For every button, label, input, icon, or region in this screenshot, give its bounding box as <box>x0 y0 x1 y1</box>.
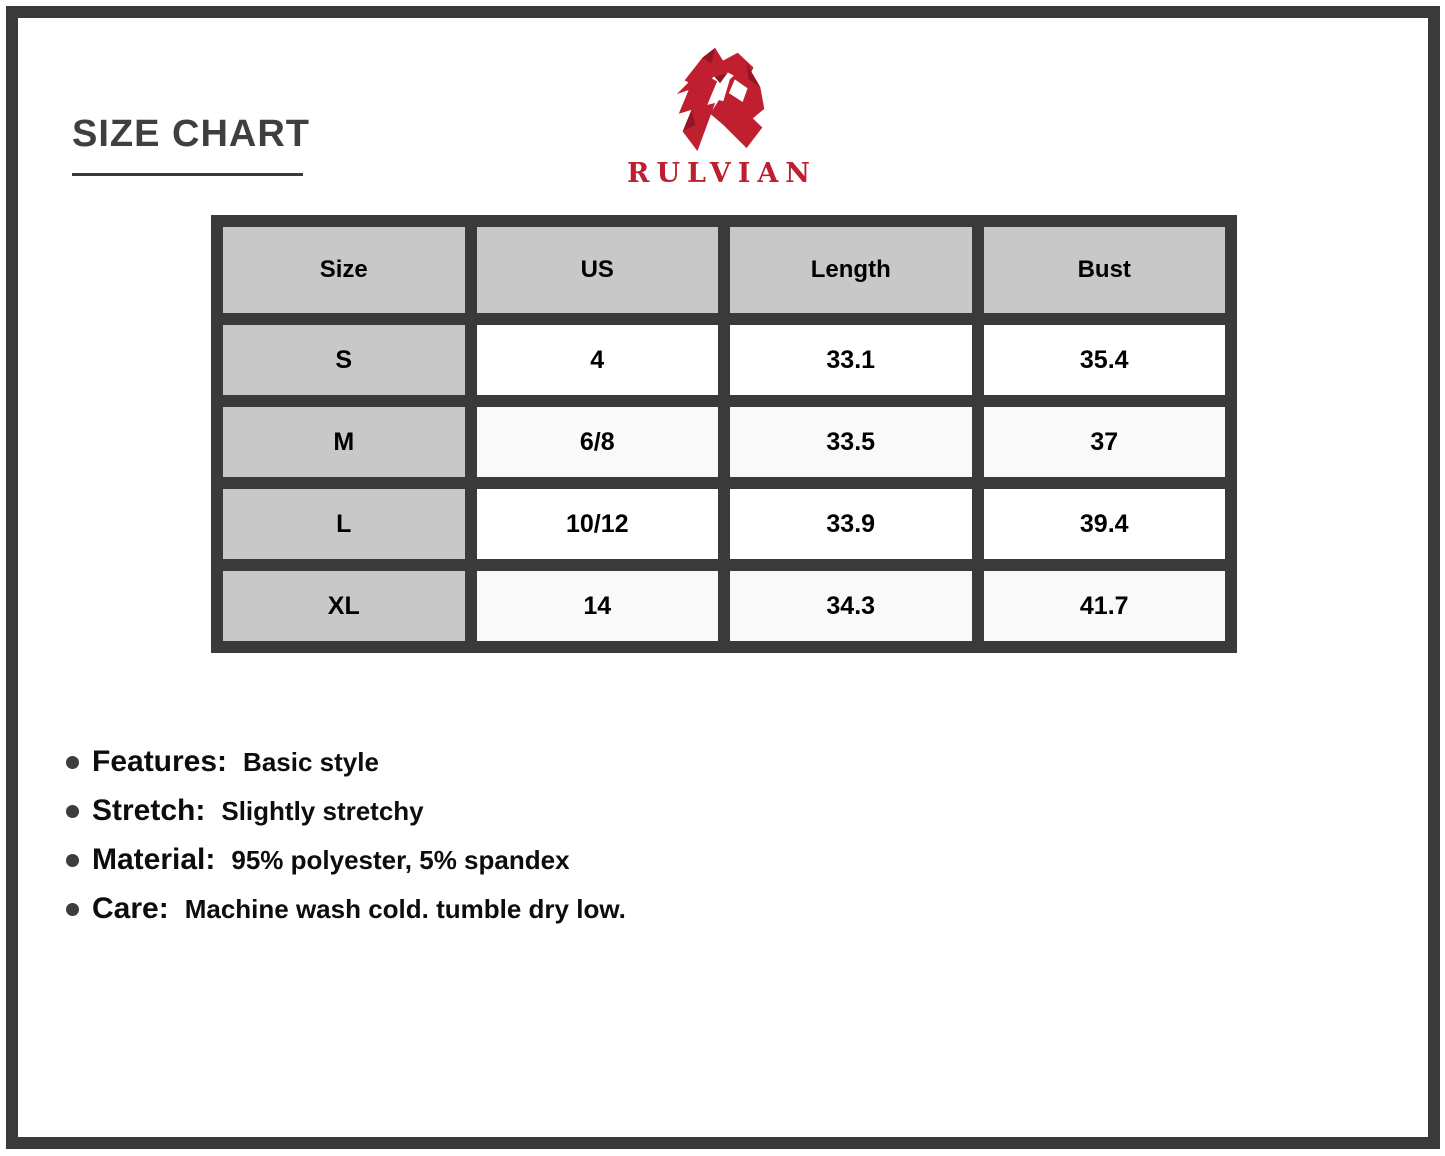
detail-value: Slightly stretchy <box>221 795 424 826</box>
cell-bust: 35.4 <box>971 313 1237 407</box>
cell-us: 14 <box>464 559 730 653</box>
column-header-length: Length <box>718 215 984 325</box>
row-label-m: M <box>211 395 477 489</box>
detail-label: Material: <box>92 843 216 876</box>
table-row: S 4 33.1 35.4 <box>211 313 1237 407</box>
table-row: XL 14 34.3 41.7 <box>211 559 1237 653</box>
table-row: L 10/12 33.9 39.4 <box>211 477 1237 571</box>
cell-length: 33.1 <box>718 313 984 407</box>
detail-value: Machine wash cold. tumble dry low. <box>184 893 626 924</box>
detail-label: Stretch: <box>92 794 206 827</box>
bullet-icon <box>66 902 79 916</box>
cell-length: 34.3 <box>718 559 984 653</box>
brand-logo: RULVIAN <box>572 44 872 189</box>
cell-bust: 39.4 <box>971 477 1237 571</box>
row-label-l: L <box>211 477 477 571</box>
title-underline <box>72 172 303 176</box>
cell-length: 33.5 <box>718 395 984 489</box>
detail-value: 95% polyester, 5% spandex <box>231 844 570 875</box>
cell-bust: 41.7 <box>971 559 1237 653</box>
list-item: Features: Basic style <box>66 745 626 779</box>
cell-us: 6/8 <box>464 395 730 489</box>
brand-wordmark: RULVIAN <box>627 158 817 189</box>
column-header-bust: Bust <box>971 215 1237 325</box>
rulvian-r-logo-icon <box>676 47 765 152</box>
cell-us: 4 <box>464 313 730 407</box>
bullet-icon <box>66 755 79 769</box>
column-header-us: US <box>464 215 730 325</box>
detail-label: Features: <box>92 745 228 778</box>
list-item: Stretch: Slightly stretchy <box>66 794 626 828</box>
table-row: M 6/8 33.5 37 <box>211 395 1237 489</box>
size-chart-table: Size US Length Bust S 4 33.1 35.4 M 6/8 … <box>211 215 1237 653</box>
row-label-s: S <box>211 313 477 407</box>
detail-label: Care: <box>92 892 169 925</box>
column-header-size: Size <box>211 215 477 325</box>
cell-bust: 37 <box>971 395 1237 489</box>
cell-us: 10/12 <box>464 477 730 571</box>
page-title: SIZE CHART <box>72 113 310 155</box>
bullet-icon <box>66 853 79 867</box>
title-block: SIZE CHART <box>72 113 310 176</box>
bullet-icon <box>66 804 79 818</box>
table-header-row: Size US Length Bust <box>211 215 1237 325</box>
product-details-list: Features: Basic style Stretch: Slightly … <box>66 745 626 941</box>
list-item: Material: 95% polyester, 5% spandex <box>66 843 626 877</box>
detail-value: Basic style <box>243 746 379 777</box>
row-label-xl: XL <box>211 559 477 653</box>
list-item: Care: Machine wash cold. tumble dry low. <box>66 892 626 926</box>
cell-length: 33.9 <box>718 477 984 571</box>
